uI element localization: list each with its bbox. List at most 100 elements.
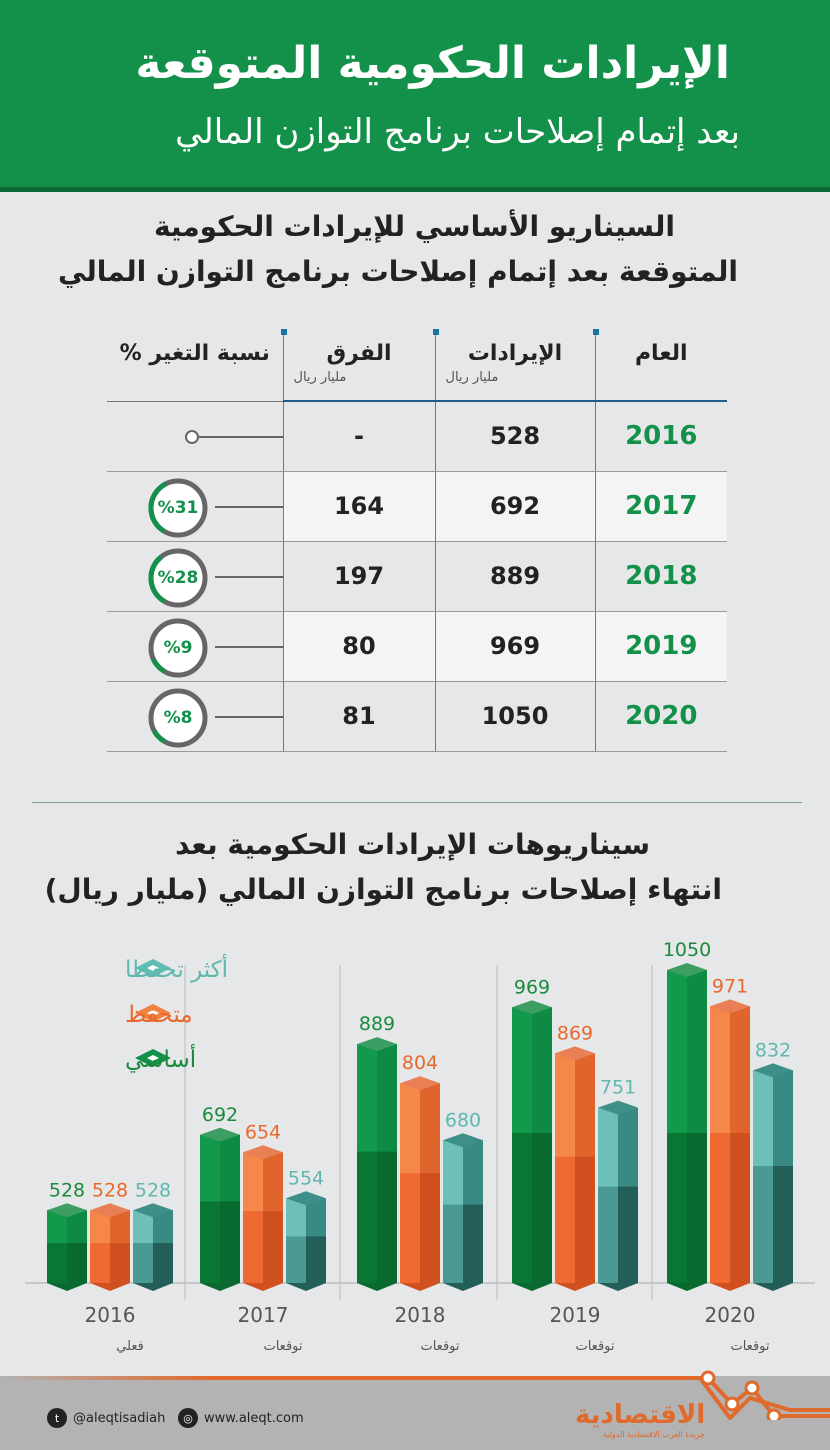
footer-trend-decoration	[690, 1370, 830, 1420]
bar-2019-0	[512, 1000, 552, 1291]
twitter-text: @aleqtisadiah	[73, 1410, 166, 1426]
bar-2020-0	[667, 963, 707, 1291]
x-tick-sublabel: فعلي	[116, 1339, 144, 1354]
connector-line	[199, 435, 283, 438]
change-value: %28	[157, 567, 199, 588]
col-diff-label: الفرق	[326, 341, 392, 366]
header-dot	[280, 329, 287, 335]
chart-title-line2: انتهاء إصلاحات برنامج التوازن المالي (مل…	[44, 873, 722, 906]
col-diff: الفرق مليار ريال	[280, 329, 435, 402]
legend-label: أكثر تحفظا	[125, 954, 228, 983]
table-row: 2018 889 197 %28	[107, 541, 727, 612]
bar-2019-1	[555, 1046, 595, 1291]
change-value: %31	[157, 497, 199, 518]
header-dot	[432, 329, 439, 335]
bar-value-label: 528	[92, 1179, 128, 1201]
bar-value-label: 680	[445, 1109, 481, 1131]
col-year-label: العام	[634, 341, 688, 366]
bar-2016-1	[90, 1203, 130, 1291]
globe-icon: ◎	[178, 1408, 198, 1428]
x-tick-sublabel: توقعات	[575, 1339, 614, 1354]
revenue-table: العام الإيرادات مليار ريال الفرق مليار ريا…	[107, 329, 727, 752]
col-year: العام	[592, 329, 727, 402]
bar-value-label: 1050	[663, 939, 711, 961]
col-revenue-unit: مليار ريال	[445, 370, 499, 385]
change-value: %8	[163, 707, 193, 728]
connector-line	[215, 505, 283, 508]
bar-2018-1	[400, 1076, 440, 1291]
cell-diff: 80	[282, 611, 435, 682]
bar-2016-2	[133, 1203, 173, 1291]
bar-2020-1	[710, 999, 750, 1291]
legend-label: متحفظ	[125, 1002, 193, 1028]
cell-revenue: 889	[434, 541, 595, 612]
scenario-bar-chart: 528 528 528 2016 فعلي 692 654 554 2017 توقعات 889 8…	[25, 939, 815, 1354]
x-tick-label: 2018	[395, 1303, 446, 1327]
col-change: نسبة التغير %	[107, 335, 283, 402]
footer	[0, 1376, 830, 1450]
change-ring: %28	[147, 547, 213, 609]
bar-2016-0	[47, 1203, 87, 1291]
main-title: الإيرادات الحكومية المتوقعة	[135, 38, 730, 89]
x-tick-sublabel: توقعات	[730, 1339, 769, 1354]
website-link[interactable]: ◎ www.aleqt.com	[178, 1408, 304, 1428]
section-divider	[32, 802, 802, 803]
connector-line	[215, 575, 283, 578]
bar-value-label: 804	[402, 1052, 438, 1074]
table-row: 2019 969 80 %9	[107, 611, 727, 682]
header-dot	[592, 329, 599, 335]
bar-2019-2	[598, 1100, 638, 1291]
table-row: 2020 1050 81 %8	[107, 681, 727, 752]
change-value: %9	[163, 637, 193, 658]
bar-2017-0	[200, 1127, 240, 1291]
table-title-line2: المتوقعة بعد إتمام إصلاحات برنامج التواز…	[57, 255, 738, 288]
legend-item: متحفظ	[125, 1002, 193, 1028]
col-change-label: نسبة التغير %	[119, 341, 270, 366]
table-row: 2017 692 164 %31	[107, 471, 727, 542]
connector-line	[215, 715, 283, 718]
logo-tagline: جريدة العرب الاقتصادية الدولية	[602, 1430, 706, 1439]
table-title-line1: السيناريو الأساسي للإيرادات الحكومية	[153, 210, 675, 243]
cell-change: %9	[107, 611, 283, 682]
cell-revenue: 969	[434, 611, 595, 682]
cell-diff: 197	[282, 541, 435, 612]
twitter-icon: t	[47, 1408, 67, 1428]
bar-value-label: 654	[245, 1121, 281, 1143]
cell-change: %28	[107, 541, 283, 612]
footer-accent-line	[0, 1376, 700, 1380]
bar-value-label: 971	[712, 975, 748, 997]
bar-value-label: 528	[49, 1179, 85, 1201]
bar-2018-2	[443, 1133, 483, 1291]
col-revenue: الإيرادات مليار ريال	[432, 329, 595, 402]
cell-revenue: 1050	[434, 681, 595, 752]
cell-diff: -	[282, 401, 435, 472]
legend-item: أساسي	[125, 1044, 196, 1073]
header-banner: الإيرادات الحكومية المتوقعة بعد إتمام إص…	[0, 0, 830, 192]
change-ring: %8	[147, 687, 213, 749]
cell-revenue: 528	[434, 401, 595, 472]
x-tick-sublabel: توقعات	[420, 1339, 459, 1354]
bar-value-label: 528	[135, 1179, 171, 1201]
bar-2017-2	[286, 1191, 326, 1291]
bar-value-label: 832	[755, 1039, 791, 1061]
main-subtitle: بعد إتمام إصلاحات برنامج التوازن المالي	[175, 112, 740, 152]
cell-year: 2018	[594, 541, 727, 612]
cell-change	[107, 401, 283, 472]
x-tick-sublabel: توقعات	[263, 1339, 302, 1354]
change-ring: %31	[147, 477, 213, 539]
x-tick-label: 2019	[550, 1303, 601, 1327]
cell-change: %31	[107, 471, 283, 542]
col-revenue-label: الإيرادات	[467, 341, 563, 366]
website-text: www.aleqt.com	[204, 1410, 304, 1426]
bar-value-label: 692	[202, 1104, 238, 1126]
chart-title-line1: سيناريوهات الإيرادات الحكومية بعد	[175, 828, 650, 861]
connector-line	[215, 645, 283, 648]
cell-year: 2019	[594, 611, 727, 682]
bar-value-label: 751	[600, 1077, 636, 1099]
change-ring: %9	[147, 617, 213, 679]
cell-change: %8	[107, 681, 283, 752]
twitter-handle[interactable]: t @aleqtisadiah	[47, 1408, 165, 1428]
bar-value-label: 969	[514, 976, 550, 998]
legend-item: أكثر تحفظا	[125, 954, 228, 983]
change-empty-marker	[185, 429, 199, 444]
